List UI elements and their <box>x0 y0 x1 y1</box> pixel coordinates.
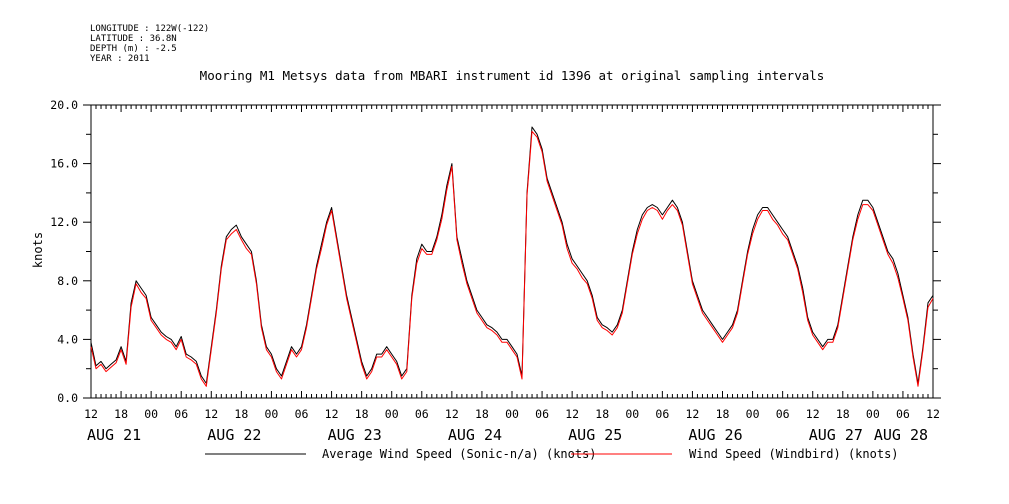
date-label: AUG 21 <box>87 426 141 444</box>
x-tick-label: 06 <box>655 407 669 421</box>
date-label: AUG 28 <box>874 426 928 444</box>
x-tick-label: 18 <box>234 407 248 421</box>
year-label: YEAR : 2011 <box>90 54 150 64</box>
x-tick-label: 12 <box>445 407 459 421</box>
x-tick-label: 06 <box>174 407 188 421</box>
x-tick-label: 00 <box>505 407 519 421</box>
x-tick-label: 06 <box>415 407 429 421</box>
series-line-windbird <box>90 130 934 387</box>
x-tick-label: 12 <box>806 407 820 421</box>
x-tick-label: 18 <box>716 407 730 421</box>
depth-label: DEPTH (m) : -2.5 <box>90 44 177 54</box>
chart-title: Mooring M1 Metsys data from MBARI instru… <box>200 68 825 83</box>
y-tick-label: 12.0 <box>50 215 78 229</box>
date-label: AUG 23 <box>328 426 382 444</box>
x-tick-label: 00 <box>625 407 639 421</box>
x-tick-label: 06 <box>535 407 549 421</box>
y-tick-label: 16.0 <box>50 157 78 171</box>
x-tick-label: 18 <box>114 407 128 421</box>
x-tick-labels: 12 18 00 06 12 18 00 06 12 18 00 06 12 18 00 06 12 18 00 06… <box>84 407 940 421</box>
x-tick-label: 12 <box>204 407 218 421</box>
plot-frame <box>90 104 934 399</box>
x-tick-label: 00 <box>264 407 278 421</box>
tick-marks <box>83 104 941 399</box>
x-tick-label: 12 <box>84 407 98 421</box>
legend: Average Wind Speed (Sonic-n/a) (knots) W… <box>205 447 899 461</box>
x-tick-label: 06 <box>776 407 790 421</box>
date-label: AUG 26 <box>688 426 742 444</box>
longitude-label: LONGITUDE : 122W(-122) <box>90 24 209 34</box>
x-tick-label: 06 <box>295 407 309 421</box>
y-tick-label: 8.0 <box>57 274 78 288</box>
x-tick-label: 12 <box>685 407 699 421</box>
x-tick-label: 18 <box>475 407 489 421</box>
x-tick-label: 12 <box>565 407 579 421</box>
y-tick-label: 0.0 <box>57 391 78 405</box>
x-tick-label: 12 <box>926 407 940 421</box>
x-tick-label: 00 <box>385 407 399 421</box>
y-tick-labels: 0.0 4.0 8.0 12.0 16.0 20.0 <box>50 98 78 405</box>
date-labels: AUG 21 AUG 22 AUG 23 AUG 24 AUG 25 AUG 26 AUG … <box>87 426 928 444</box>
x-tick-label: 18 <box>836 407 850 421</box>
date-label: AUG 25 <box>568 426 622 444</box>
latitude-label: LATITUDE : 36.8N <box>90 34 177 44</box>
y-tick-label: 20.0 <box>50 98 78 112</box>
x-tick-label: 06 <box>896 407 910 421</box>
series-layer <box>90 126 934 387</box>
y-axis-label: knots <box>31 232 45 268</box>
x-tick-label: 00 <box>746 407 760 421</box>
x-tick-label: 18 <box>595 407 609 421</box>
legend-label-windbird: Wind Speed (Windbird) (knots) <box>689 447 899 461</box>
legend-label-average: Average Wind Speed (Sonic-n/a) (knots) <box>322 447 597 461</box>
date-label: AUG 22 <box>207 426 261 444</box>
x-tick-label: 00 <box>866 407 880 421</box>
series-line-average <box>90 126 934 384</box>
date-label: AUG 24 <box>448 426 502 444</box>
date-label: AUG 27 <box>809 426 863 444</box>
x-tick-label: 18 <box>355 407 369 421</box>
y-tick-label: 4.0 <box>57 332 78 346</box>
x-tick-label: 12 <box>325 407 339 421</box>
x-tick-label: 00 <box>144 407 158 421</box>
